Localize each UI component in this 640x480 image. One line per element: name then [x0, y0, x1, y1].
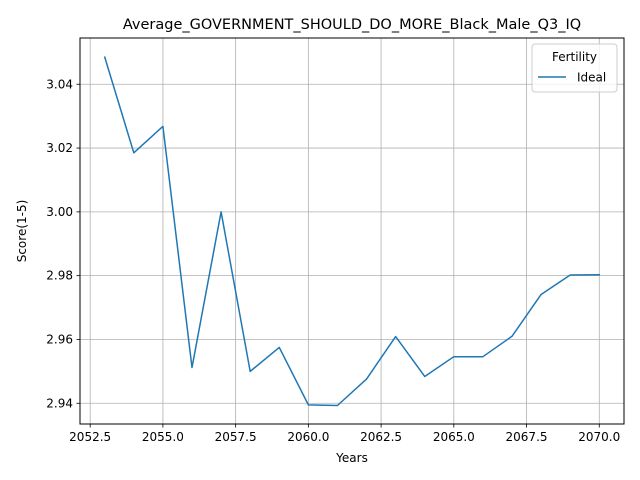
y-tick-label: 2.94: [46, 396, 73, 410]
series-layer: [103, 56, 601, 407]
y-tick-label: 2.96: [46, 332, 73, 346]
legend-entry-ideal: Ideal: [577, 71, 606, 85]
x-tick-label: 2052.5: [69, 430, 111, 444]
legend-title: Fertility: [552, 50, 597, 64]
y-tick-label: 2.98: [46, 269, 73, 283]
legend-box: [531, 43, 618, 93]
x-axis-label: Years: [335, 451, 368, 465]
x-tick-label: 2062.5: [360, 430, 402, 444]
grid-lines: [80, 38, 624, 424]
chart-title: Average_GOVERNMENT_SHOULD_DO_MORE_Black_…: [123, 17, 581, 33]
y-tick-label: 3.04: [46, 77, 73, 91]
x-axis: 2052.5 2055.0 2057.5 2060.0 2062.5 2065.0 2067…: [69, 424, 620, 444]
series-line-ideal: [103, 56, 601, 407]
x-tick-label: 2057.5: [215, 430, 257, 444]
y-axis-label: Score(1-5): [15, 200, 29, 263]
x-tick-label: 2060.0: [287, 430, 329, 444]
x-tick-label: 2067.5: [506, 430, 548, 444]
y-tick-label: 3.00: [46, 205, 73, 219]
x-tick-label: 2055.0: [142, 430, 184, 444]
x-tick-label: 2065.0: [433, 430, 475, 444]
plot-frame: [79, 37, 625, 425]
y-axis: 2.94 2.96 2.98 3.00 3.02 3.04: [46, 77, 80, 410]
x-tick-label: 2070.0: [578, 430, 620, 444]
y-tick-label: 3.02: [46, 141, 73, 155]
legend: Fertility Ideal: [531, 43, 618, 93]
